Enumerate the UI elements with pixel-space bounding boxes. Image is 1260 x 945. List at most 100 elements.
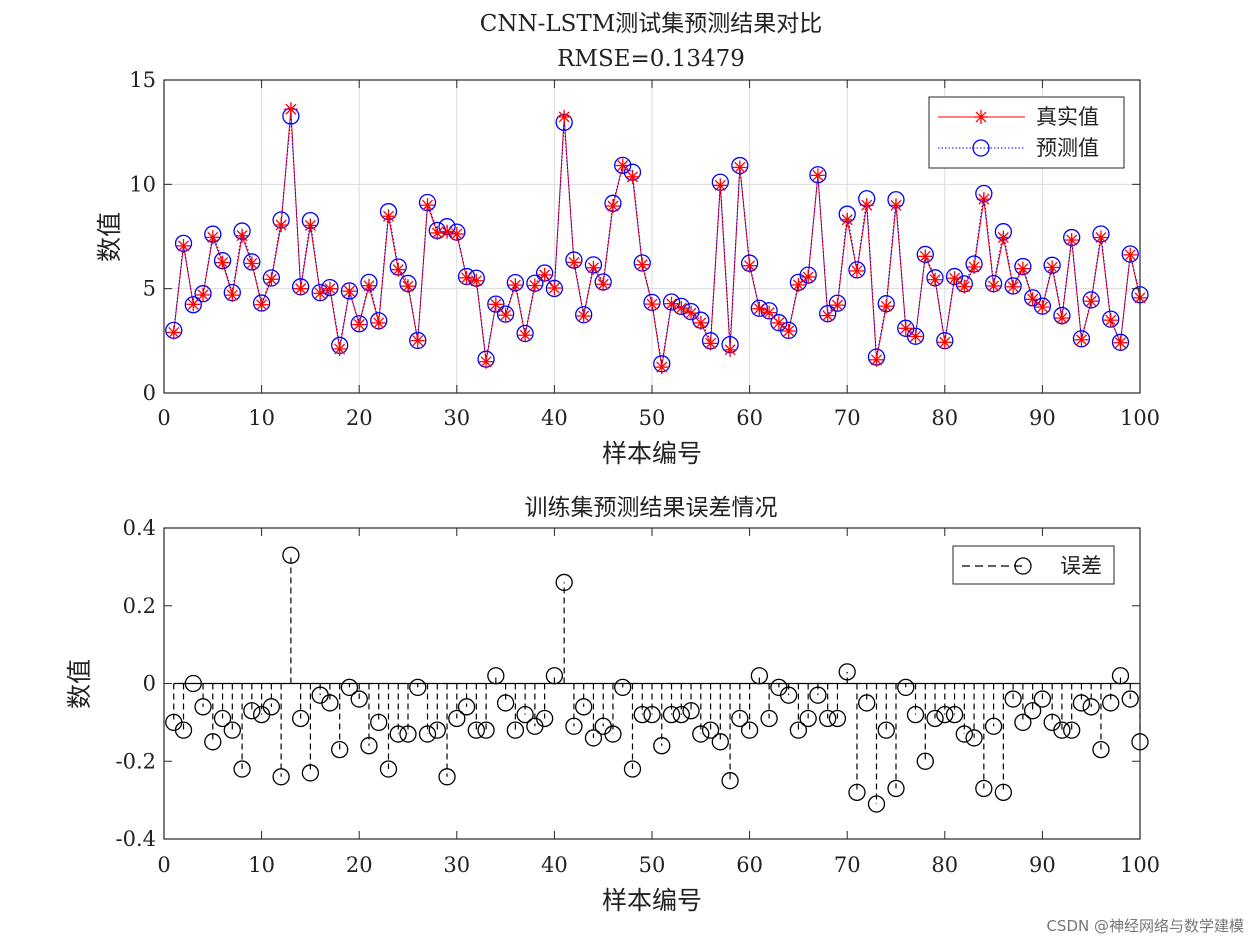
error-point — [321, 694, 339, 712]
error-point — [1063, 721, 1081, 739]
true-point — [596, 277, 611, 292]
true-point — [274, 218, 289, 233]
chart-1-legend: 真实值 预测值 — [928, 96, 1125, 169]
y-tick-label: -0.2 — [116, 749, 157, 773]
error-point — [223, 721, 241, 739]
error-point — [409, 678, 427, 697]
true-point — [976, 192, 991, 207]
error-point — [994, 783, 1013, 801]
pred-point — [1033, 297, 1052, 315]
pred-point — [906, 327, 925, 345]
true-point — [391, 262, 406, 277]
error-point — [1111, 667, 1130, 685]
true-point — [352, 317, 367, 332]
true-point — [166, 325, 181, 340]
legend-error-label: 误差 — [1060, 554, 1102, 578]
error-point — [828, 709, 847, 728]
x-tick-label: 30 — [443, 406, 470, 430]
chart-2-ticks: 0 10 20 30 40 50 60 70 80 90 100 -0.4 -0.2 0 0.2 0.4 — [116, 516, 1161, 877]
error-point — [614, 678, 632, 697]
error-point — [809, 686, 827, 704]
true-point — [537, 267, 552, 282]
error-point — [1014, 713, 1032, 732]
true-point — [820, 308, 835, 323]
x-tick-label: 50 — [639, 406, 666, 430]
y-tick-label: 5 — [143, 277, 156, 301]
true-point — [440, 224, 455, 239]
x-tick-label: 80 — [931, 406, 958, 430]
pred-point — [311, 283, 329, 302]
error-point — [731, 709, 749, 728]
chart-2: 训练集预测结果误差情况 0 10 20 30 40 50 60 70 80 90 100 -0.4 -0… — [65, 495, 1160, 915]
error-point — [1072, 694, 1091, 712]
pred-point — [614, 156, 632, 174]
true-point — [508, 278, 523, 293]
y-tick-label: 15 — [129, 68, 156, 92]
error-point — [545, 667, 564, 685]
true-point — [586, 260, 601, 275]
error-point — [858, 694, 876, 712]
true-point — [1035, 300, 1050, 315]
true-point — [283, 102, 298, 117]
true-point — [684, 306, 699, 321]
error-point — [370, 713, 388, 732]
error-point — [672, 705, 690, 724]
true-point — [654, 360, 669, 375]
x-tick-label: 100 — [1120, 853, 1160, 877]
error-point — [653, 737, 671, 755]
true-point — [342, 284, 357, 299]
error-point — [418, 725, 437, 743]
error-point — [984, 717, 1003, 735]
error-point — [838, 663, 856, 681]
error-point — [975, 779, 993, 798]
true-point — [723, 342, 738, 357]
error-point — [1033, 690, 1052, 708]
true-point — [703, 336, 718, 351]
error-point — [467, 721, 485, 739]
true-point — [879, 299, 894, 314]
true-point — [898, 321, 913, 336]
chart-2-stems — [173, 555, 1141, 805]
true-point — [566, 255, 581, 270]
error-point — [331, 740, 349, 759]
error-point — [1004, 690, 1022, 708]
x-tick-label: 20 — [346, 853, 373, 877]
x-tick-label: 80 — [931, 853, 958, 877]
pred-point — [409, 331, 427, 350]
x-tick-label: 20 — [346, 406, 373, 430]
error-point — [604, 725, 622, 743]
true-point — [215, 255, 230, 270]
true-point — [1064, 233, 1079, 248]
true-point — [488, 297, 503, 312]
error-point — [291, 709, 310, 728]
error-point — [701, 721, 720, 739]
true-point — [674, 301, 689, 316]
legend-true-label: 真实值 — [1036, 105, 1099, 129]
true-point — [625, 169, 640, 184]
chart-2-legend: 误差 — [952, 545, 1115, 585]
chart-2-xlabel: 样本编号 — [602, 886, 702, 915]
error-point — [535, 709, 554, 728]
x-tick-label: 40 — [541, 853, 568, 877]
error-point — [575, 698, 593, 716]
error-point — [184, 674, 202, 693]
true-point — [732, 160, 747, 175]
watermark: CSDN @神经网络与数学建模 — [1046, 917, 1244, 935]
error-point — [243, 702, 261, 720]
error-point — [262, 698, 281, 716]
x-tick-label: 90 — [1029, 853, 1056, 877]
chart-1-markers — [165, 102, 1149, 375]
error-point — [936, 705, 954, 724]
true-point — [254, 297, 269, 312]
true-point — [752, 301, 767, 316]
error-point — [692, 725, 710, 743]
pred-point — [750, 299, 769, 317]
pred-point — [779, 321, 798, 340]
true-point — [420, 198, 435, 213]
true-point — [1074, 332, 1089, 347]
error-point — [711, 733, 729, 751]
true-point — [576, 309, 591, 324]
legend-star-shape — [974, 110, 988, 124]
legend-error-marker-icon — [1014, 557, 1032, 575]
